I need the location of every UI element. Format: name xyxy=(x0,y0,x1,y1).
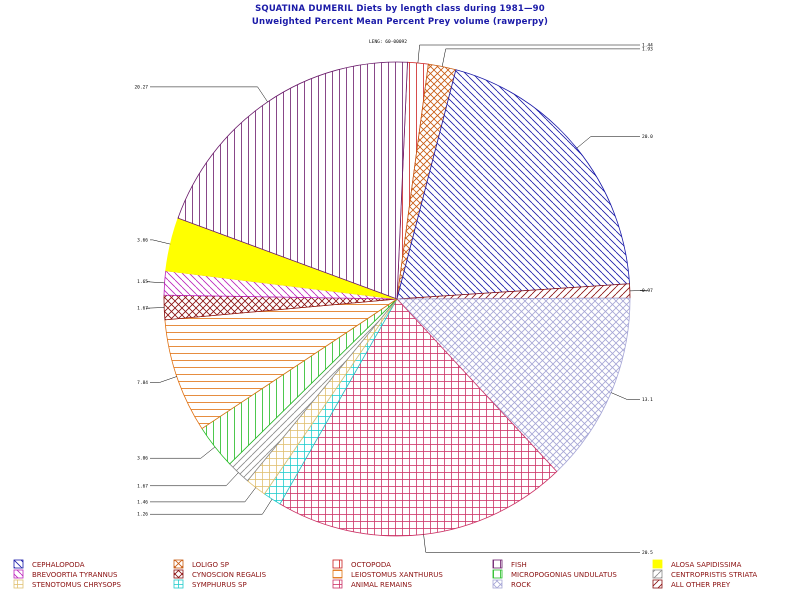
leader-line xyxy=(441,48,640,67)
legend-swatch xyxy=(332,559,343,569)
leader-line xyxy=(629,290,648,292)
legend-swatch xyxy=(492,559,503,569)
leader-line xyxy=(146,281,165,284)
legend-swatch xyxy=(13,569,24,579)
slice-value-label: 1.93 xyxy=(642,46,653,52)
legend: CEPHALOPODA LOLIGO SP OCTOPODA FISH ALOSA SA… xyxy=(13,559,757,589)
slice-value-label: 1.46 xyxy=(137,499,148,505)
legend-swatch xyxy=(332,569,343,579)
legend-swatch xyxy=(13,559,24,569)
leader-line xyxy=(150,487,256,503)
slice-value-label: 1.44 xyxy=(642,43,653,49)
legend-label: OCTOPODA xyxy=(351,561,391,569)
pie-slice-leiostomus-xanthurus xyxy=(164,298,398,430)
legend-label: CEPHALOPODA xyxy=(32,561,85,569)
legend-swatch xyxy=(332,579,343,589)
legend-label: STENOTOMUS CHRYSOPS xyxy=(32,581,122,589)
slice-value-label: 1.65 xyxy=(137,279,148,285)
legend-label: MICROPOGONIAS UNDULATUS xyxy=(511,571,617,579)
leader-line xyxy=(150,239,171,245)
leader-line xyxy=(146,307,165,309)
legend-swatch xyxy=(173,559,184,569)
slice-value-label: 20.27 xyxy=(134,84,148,90)
legend-label: FISH xyxy=(511,561,527,569)
pie-slice-rock xyxy=(396,297,631,473)
legend-swatch xyxy=(13,579,24,589)
leader-line xyxy=(150,472,239,487)
leader-line xyxy=(576,136,640,149)
legend-label: SYMPHURUS SP xyxy=(192,581,247,589)
chart-subtitle: Unweighted Percent Mean Percent Prey vol… xyxy=(251,17,549,27)
legend-label: LOLIGO SP xyxy=(192,561,229,569)
slice-value-label: 1.26 xyxy=(137,512,148,518)
legend-label: LEIOSTOMUS XANTHURUS xyxy=(351,571,443,579)
leader-line xyxy=(611,392,640,400)
chart-title: SQUATINA DUMERIL Diets by length class d… xyxy=(255,4,545,14)
legend-swatch xyxy=(492,579,503,589)
slice-value-label: 1.67 xyxy=(137,483,148,489)
legend-swatch xyxy=(173,579,184,589)
slice-value-label: 13.1 xyxy=(642,397,653,403)
leader-line xyxy=(150,86,268,103)
leader-line xyxy=(150,446,216,459)
leader-line xyxy=(417,44,640,64)
legend-swatch xyxy=(173,569,184,579)
slice-value-label: 1.67 xyxy=(137,306,148,312)
legend-label: CYNOSCION REGALIS xyxy=(192,571,267,579)
slice-value-label: 0.97 xyxy=(642,288,653,294)
legend-label: BREVOORTIA TYRANNUS xyxy=(32,571,118,579)
legend-label: CENTROPRISTIS STRIATA xyxy=(671,571,757,579)
slice-value-label: 20.0 xyxy=(642,134,653,140)
slice-value-label: 3.06 xyxy=(137,456,148,462)
legend-label: ANIMAL REMAINS xyxy=(351,581,412,589)
legend-swatch xyxy=(652,559,663,569)
legend-swatch xyxy=(652,569,663,579)
pie-slice-fish xyxy=(177,61,408,300)
legend-label: ALOSA SAPIDISSIMA xyxy=(671,561,742,569)
slice-value-label: 3.66 xyxy=(137,237,148,243)
leader-line xyxy=(423,534,640,553)
leader-line xyxy=(150,498,273,515)
pie-slices xyxy=(163,61,631,537)
legend-label: ALL OTHER PREY xyxy=(671,581,731,589)
slice-labels: 1.441.93 20.0 0.97 13.1 20.5 1.26 1.46 1.67 3.06… xyxy=(134,43,653,556)
slice-value-label: 7.84 xyxy=(137,380,148,386)
legend-label: ROCK xyxy=(511,581,531,589)
corner-label: LENG: 60-00092 xyxy=(369,39,407,45)
leader-line xyxy=(150,376,177,383)
legend-swatch xyxy=(492,569,503,579)
slice-value-label: 20.5 xyxy=(642,550,653,556)
legend-swatch xyxy=(652,579,663,589)
